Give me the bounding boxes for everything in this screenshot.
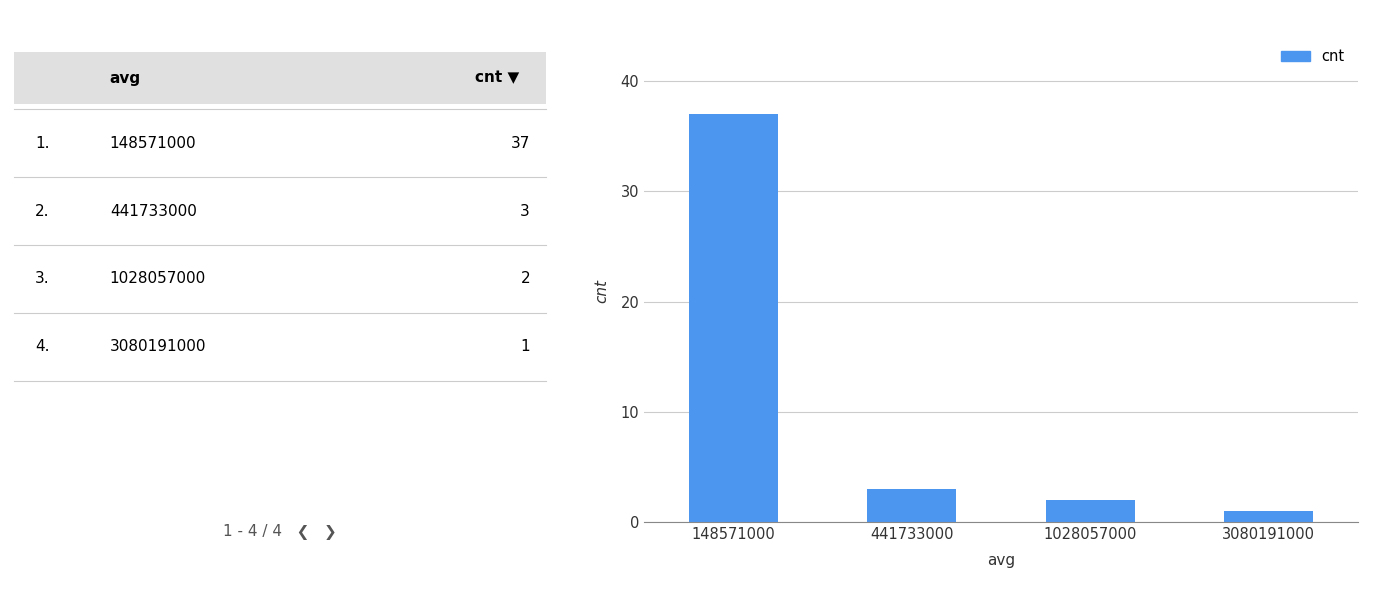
Legend: cnt: cnt: [1275, 43, 1351, 70]
Text: 148571000: 148571000: [109, 136, 196, 151]
Text: 37: 37: [511, 136, 531, 151]
Text: 3080191000: 3080191000: [109, 339, 206, 354]
Text: 1.: 1.: [35, 136, 50, 151]
Text: 1028057000: 1028057000: [109, 272, 206, 286]
Bar: [14, 52, 546, 104]
Text: 4.: 4.: [35, 339, 50, 354]
Text: 441733000: 441733000: [109, 203, 196, 219]
Text: 1 - 4 / 4   ❮   ❯: 1 - 4 / 4 ❮ ❯: [223, 524, 337, 540]
Bar: [1224, 511, 1313, 522]
Bar: [689, 114, 778, 522]
Text: avg: avg: [109, 71, 141, 85]
Bar: [867, 489, 956, 522]
Text: 3.: 3.: [35, 272, 50, 286]
Text: cnt ▼: cnt ▼: [475, 71, 519, 85]
Text: 2: 2: [521, 272, 531, 286]
X-axis label: avg: avg: [987, 553, 1015, 568]
Text: 3: 3: [521, 203, 531, 219]
Text: 2.: 2.: [35, 203, 50, 219]
Text: 1: 1: [521, 339, 531, 354]
Bar: [1046, 500, 1135, 522]
Y-axis label: cnt: cnt: [594, 279, 609, 302]
